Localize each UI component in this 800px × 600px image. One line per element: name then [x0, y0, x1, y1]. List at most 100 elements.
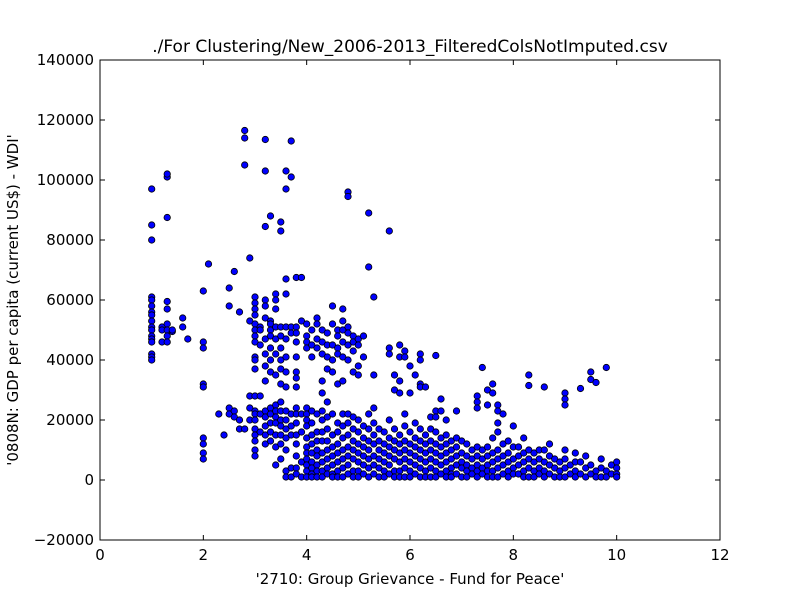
scatter-point [292, 338, 300, 346]
scatter-point [318, 407, 326, 415]
scatter-point [370, 470, 378, 478]
scatter-point [406, 428, 414, 436]
scatter-point [525, 446, 533, 454]
scatter-point [514, 452, 523, 460]
scatter-point [251, 299, 259, 307]
scatter-point [344, 452, 352, 460]
scatter-point [272, 461, 280, 469]
scatter-point [401, 437, 409, 445]
scatter-point [313, 344, 321, 352]
scatter-point [354, 449, 362, 457]
scatter-point [447, 473, 455, 481]
scatter-point [401, 422, 409, 430]
scatter-point [266, 344, 275, 352]
scatter-point [323, 437, 331, 445]
scatter-point [576, 384, 585, 393]
scatter-point [308, 326, 316, 334]
scatter-point [370, 293, 378, 301]
scatter-point [416, 464, 424, 472]
scatter-point [406, 449, 414, 457]
scatter-point [308, 419, 316, 427]
scatter-point [292, 431, 300, 439]
scatter-point [251, 437, 259, 445]
scatter-point [282, 335, 290, 343]
scatter-point [432, 351, 440, 360]
scatter-point [292, 374, 300, 382]
scatter-point [163, 297, 171, 306]
scatter-point [251, 365, 259, 373]
scatter-point [308, 341, 316, 349]
scatter-point [297, 428, 306, 436]
scatter-point [416, 350, 424, 358]
scatter-point [199, 344, 207, 352]
scatter-point [328, 431, 337, 439]
scatter-point [344, 431, 352, 439]
scatter-point [261, 296, 269, 304]
scatter-point [163, 338, 171, 346]
scatter-point [349, 347, 357, 355]
scatter-point [525, 371, 533, 379]
scatter-point [587, 470, 595, 478]
scatter-point [468, 446, 476, 454]
scatter-point [241, 134, 249, 142]
scatter-point [370, 461, 378, 469]
scatter-point [328, 302, 337, 310]
scatter-point [587, 461, 595, 469]
scatter-point [277, 422, 285, 430]
scatter-point [344, 443, 352, 451]
scatter-point [313, 335, 321, 343]
scatter-point [225, 284, 233, 292]
scatter-point [385, 350, 393, 358]
points-layer [148, 126, 621, 481]
scatter-point [385, 452, 393, 460]
y-tick-label: 100000 [37, 171, 94, 189]
scatter-point [421, 458, 430, 466]
scatter-point [148, 236, 156, 244]
scatter-point [334, 440, 342, 448]
scatter-point [179, 314, 187, 322]
y-axis-label: '0808N: GDP per capita (current US$) - W… [4, 134, 22, 466]
y-tick-label: 0 [84, 471, 94, 489]
scatter-point [375, 464, 383, 472]
scatter-point [323, 455, 331, 463]
scatter-point [447, 446, 455, 454]
scatter-point [597, 455, 605, 463]
scatter-point [514, 470, 523, 478]
scatter-point [421, 449, 430, 457]
scatter-point [344, 410, 352, 418]
x-tick-label: 6 [405, 546, 415, 564]
x-tick-label: 10 [607, 546, 626, 564]
scatter-point [514, 461, 523, 469]
scatter-point [545, 470, 554, 478]
scatter-point [256, 326, 264, 334]
scatter-point [297, 317, 306, 325]
scatter-point [571, 449, 579, 457]
scatter-point [292, 419, 300, 427]
scatter-point [148, 221, 156, 229]
scatter-point [282, 290, 290, 298]
scatter-point [179, 323, 187, 331]
scatter-point [184, 335, 192, 343]
scatter-point [344, 329, 352, 337]
scatter-point [344, 192, 352, 201]
scatter-point [406, 362, 414, 370]
x-tick-label: 2 [199, 546, 209, 564]
chart-title: ./For Clustering/New_2006-2013_FilteredC… [152, 37, 668, 57]
scatter-point [494, 455, 502, 463]
scatter-point [292, 464, 300, 472]
scatter-point [375, 455, 383, 463]
scatter-point [282, 407, 290, 415]
scatter-point [163, 170, 171, 178]
scatter-point [235, 416, 244, 424]
scatter-point [199, 434, 207, 442]
scatter-point [277, 218, 285, 226]
scatter-point [261, 222, 269, 231]
y-tick-label: 60000 [46, 291, 94, 309]
scatter-point [339, 305, 347, 313]
scatter-point [148, 326, 156, 334]
scatter-point [452, 443, 461, 451]
scatter-point [277, 398, 285, 406]
scatter-point [199, 338, 207, 346]
scatter-point [359, 434, 368, 442]
